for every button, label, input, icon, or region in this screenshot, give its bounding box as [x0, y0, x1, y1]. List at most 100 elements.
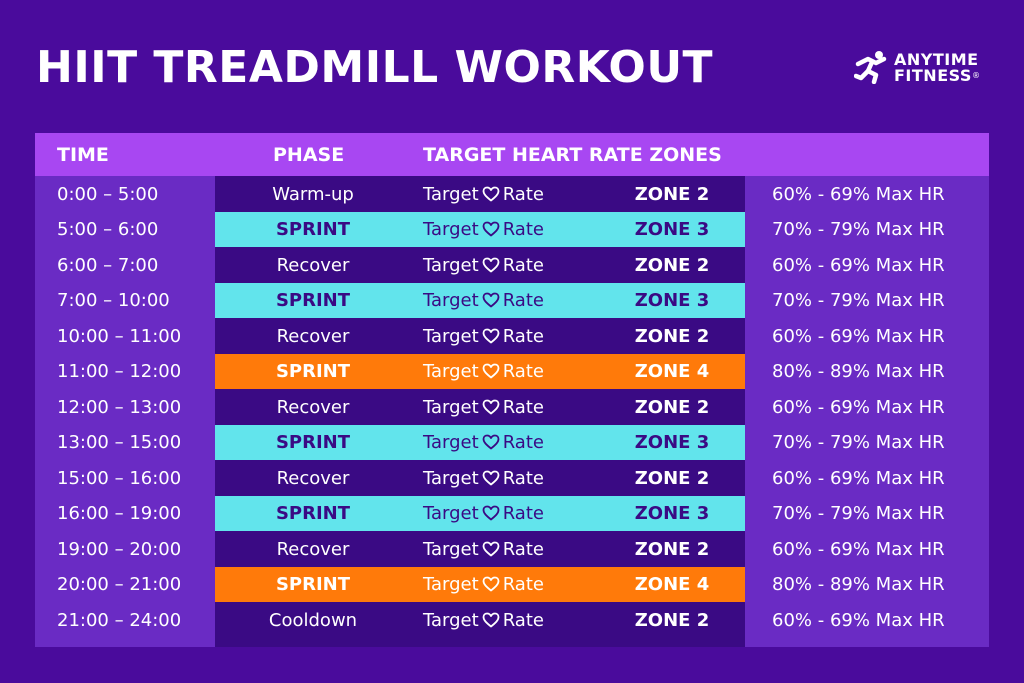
registered-mark: ® [971, 71, 981, 80]
target-rate-cell: Target Rate [423, 567, 544, 602]
max-hr-cell: 60% - 69% Max HR [772, 325, 945, 347]
max-hr-cell: 70% - 79% Max HR [772, 432, 945, 453]
target-rate-cell: Target Rate [423, 461, 544, 496]
rate-label: Rate [502, 396, 544, 418]
header-time: TIME [57, 144, 109, 166]
target-rate-cell: Target Rate [423, 532, 544, 567]
zone-cell: ZONE 2 [634, 538, 710, 560]
target-label: Target [423, 467, 479, 489]
row-highlight-band [215, 283, 745, 318]
heart-icon [482, 257, 500, 272]
time-cell: 19:00 – 20:00 [57, 538, 182, 560]
phase-cell: Recover [276, 538, 350, 560]
table-header: TIME PHASE TARGET HEART RATE ZONES [35, 133, 989, 176]
rate-label: Rate [502, 432, 544, 453]
heart-icon [482, 434, 500, 450]
table-row: 15:00 – 16:00 Recover Target Rate ZONE 2 60% … [35, 461, 989, 496]
time-cell: 20:00 – 21:00 [57, 574, 182, 595]
rate-label: Rate [502, 325, 544, 347]
zone-cell: ZONE 3 [634, 219, 710, 240]
heart-icon [482, 470, 500, 485]
rate-label: Rate [502, 254, 544, 276]
rate-label: Rate [502, 574, 544, 595]
phase-cell: Recover [276, 467, 350, 489]
heart-icon [482, 541, 500, 556]
table-row: 11:00 – 12:00 SPRINT Target Rate ZONE 4 80% -… [35, 354, 989, 389]
max-hr-cell: 60% - 69% Max HR [772, 254, 945, 276]
table-row: 7:00 – 10:00 SPRINT Target Rate ZONE 3 70% - … [35, 283, 989, 318]
table-row: 10:00 – 11:00 Recover Target Rate ZONE 2 60% … [35, 319, 989, 354]
heart-icon [482, 505, 500, 521]
heart-icon [482, 576, 500, 592]
time-cell: 11:00 – 12:00 [57, 361, 182, 382]
max-hr-cell: 70% - 79% Max HR [772, 503, 945, 524]
time-cell: 10:00 – 11:00 [57, 325, 182, 347]
row-highlight-band [215, 496, 745, 531]
anytime-fitness-logo: ANYTIME FITNESS® [854, 50, 994, 86]
phase-cell: SPRINT [275, 219, 351, 240]
table-row: 13:00 – 15:00 SPRINT Target Rate ZONE 3 70% -… [35, 425, 989, 460]
phase-cell: SPRINT [275, 290, 351, 311]
target-rate-cell: Target Rate [423, 177, 544, 212]
row-highlight-band [215, 567, 745, 602]
max-hr-cell: 60% - 69% Max HR [772, 396, 945, 418]
phase-cell: SPRINT [275, 574, 351, 595]
zone-cell: ZONE 3 [634, 432, 710, 453]
max-hr-cell: 70% - 79% Max HR [772, 219, 945, 240]
time-cell: 21:00 – 24:00 [57, 609, 182, 631]
phase-cell: Cooldown [268, 609, 358, 631]
rate-label: Rate [502, 219, 544, 240]
target-rate-cell: Target Rate [423, 496, 544, 531]
zone-cell: ZONE 2 [634, 325, 710, 347]
phase-cell: SPRINT [275, 503, 351, 524]
phase-cell: SPRINT [275, 432, 351, 453]
max-hr-cell: 80% - 89% Max HR [772, 361, 945, 382]
target-rate-cell: Target Rate [423, 603, 544, 638]
heart-icon [482, 221, 500, 237]
max-hr-cell: 60% - 69% Max HR [772, 538, 945, 560]
time-cell: 6:00 – 7:00 [57, 254, 159, 276]
target-rate-cell: Target Rate [423, 283, 544, 318]
target-label: Target [423, 290, 479, 311]
target-label: Target [423, 609, 479, 631]
target-rate-cell: Target Rate [423, 319, 544, 354]
row-highlight-band [215, 212, 745, 247]
heart-icon [482, 328, 500, 343]
heart-icon [482, 186, 500, 201]
zone-cell: ZONE 3 [634, 290, 710, 311]
table-row: 12:00 – 13:00 Recover Target Rate ZONE 2 60% … [35, 390, 989, 425]
max-hr-cell: 70% - 79% Max HR [772, 290, 945, 311]
target-rate-cell: Target Rate [423, 248, 544, 283]
target-label: Target [423, 503, 479, 524]
table-row: 20:00 – 21:00 SPRINT Target Rate ZONE 4 80% -… [35, 567, 989, 602]
zone-cell: ZONE 2 [634, 609, 710, 631]
max-hr-cell: 60% - 69% Max HR [772, 467, 945, 489]
table-row: 0:00 – 5:00 Warm-up Target Rate ZONE 2 60% - … [35, 177, 989, 212]
max-hr-cell: 80% - 89% Max HR [772, 574, 945, 595]
time-cell: 0:00 – 5:00 [57, 183, 159, 205]
rate-label: Rate [502, 467, 544, 489]
target-rate-cell: Target Rate [423, 212, 544, 247]
rate-label: Rate [502, 290, 544, 311]
max-hr-cell: 60% - 69% Max HR [772, 609, 945, 631]
zone-cell: ZONE 2 [634, 396, 710, 418]
zone-cell: ZONE 2 [634, 183, 710, 205]
phase-cell: Recover [276, 325, 350, 347]
workout-table: TIME PHASE TARGET HEART RATE ZONES 0:00 … [35, 133, 989, 647]
header-zones: TARGET HEART RATE ZONES [423, 144, 722, 166]
table-row: 19:00 – 20:00 Recover Target Rate ZONE 2 60% … [35, 532, 989, 567]
target-label: Target [423, 432, 479, 453]
zone-cell: ZONE 4 [634, 574, 710, 595]
zone-cell: ZONE 4 [634, 361, 710, 382]
header-phase: PHASE [273, 144, 345, 166]
phase-cell: SPRINT [275, 361, 351, 382]
row-highlight-band [215, 354, 745, 389]
zone-cell: ZONE 2 [634, 254, 710, 276]
target-label: Target [423, 183, 479, 205]
row-highlight-band [215, 425, 745, 460]
rate-label: Rate [502, 361, 544, 382]
target-rate-cell: Target Rate [423, 425, 544, 460]
max-hr-cell: 60% - 69% Max HR [772, 183, 945, 205]
zone-cell: ZONE 3 [634, 503, 710, 524]
time-cell: 13:00 – 15:00 [57, 432, 182, 453]
